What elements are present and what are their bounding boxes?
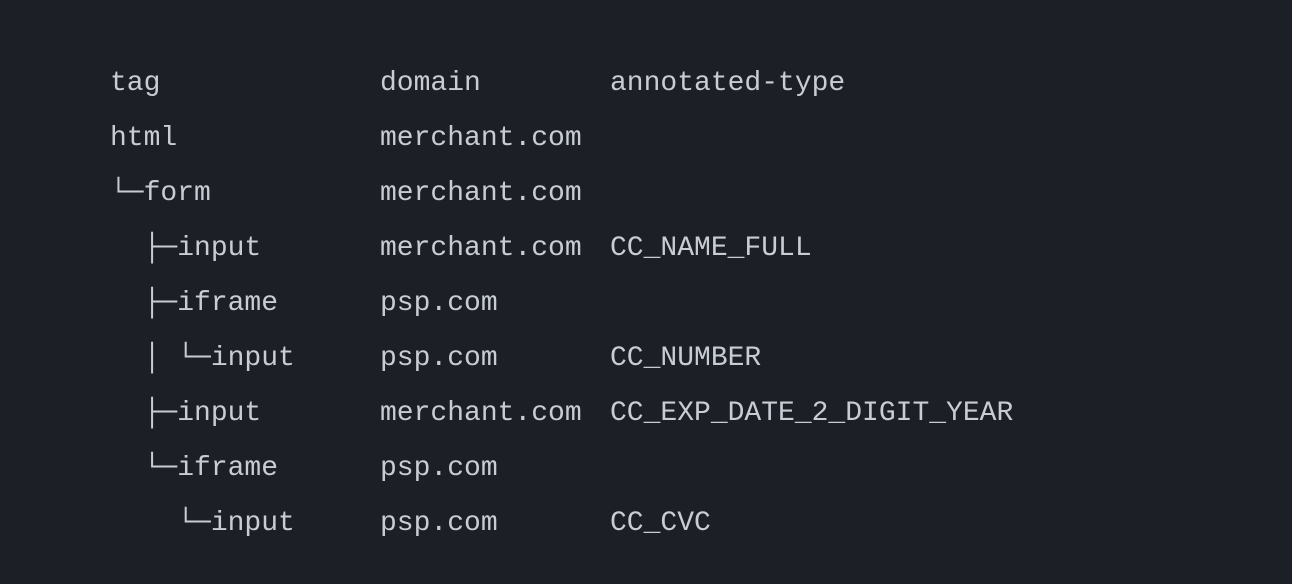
tag-label: input [211, 510, 295, 538]
tree-table: tag domain annotated-type html merchant.c… [110, 56, 1013, 551]
cell-tag: ├─input [110, 235, 380, 263]
cell-tag: └─form [110, 180, 380, 208]
tree-connector-icon: │ └─ [110, 345, 211, 373]
tag-label: input [177, 235, 261, 263]
cell-tag: │ └─input [110, 345, 380, 373]
tree-connector-icon: └─ [110, 180, 144, 208]
cell-annotated-type: CC_CVC [610, 510, 711, 538]
table-row: │ └─inputpsp.comCC_NUMBER [110, 331, 1013, 386]
col-header-annot: annotated-type [610, 70, 845, 98]
cell-annotated-type: CC_EXP_DATE_2_DIGIT_YEAR [610, 400, 1013, 428]
cell-domain: psp.com [380, 455, 610, 483]
table-row: ├─inputmerchant.comCC_EXP_DATE_2_DIGIT_Y… [110, 386, 1013, 441]
table-row: html merchant.com [110, 111, 1013, 166]
tree-connector-icon: └─ [110, 455, 177, 483]
tag-label: html [110, 125, 177, 153]
col-header-tag: tag [110, 70, 380, 98]
cell-domain: psp.com [380, 510, 610, 538]
cell-annotated-type: CC_NUMBER [610, 345, 761, 373]
cell-tag: └─iframe [110, 455, 380, 483]
table-row: └─iframepsp.com [110, 441, 1013, 496]
col-header-domain: domain [380, 70, 610, 98]
table-row: └─formmerchant.com [110, 166, 1013, 221]
cell-tag: ├─iframe [110, 290, 380, 318]
table-row: ├─inputmerchant.comCC_NAME_FULL [110, 221, 1013, 276]
tree-connector-icon: ├─ [110, 235, 177, 263]
cell-tag: html [110, 125, 380, 153]
table-row: ├─iframepsp.com [110, 276, 1013, 331]
tree-connector-icon: └─ [110, 510, 211, 538]
table-row: └─inputpsp.comCC_CVC [110, 496, 1013, 551]
header-row: tag domain annotated-type [110, 56, 1013, 111]
tag-label: iframe [177, 290, 278, 318]
cell-domain: merchant.com [380, 400, 610, 428]
cell-tag: ├─input [110, 400, 380, 428]
cell-tag: └─input [110, 510, 380, 538]
cell-domain: merchant.com [380, 180, 610, 208]
cell-domain: psp.com [380, 345, 610, 373]
cell-domain: psp.com [380, 290, 610, 318]
tag-label: form [144, 180, 211, 208]
cell-annotated-type: CC_NAME_FULL [610, 235, 812, 263]
tag-label: iframe [177, 455, 278, 483]
tag-label: input [211, 345, 295, 373]
tree-connector-icon: ├─ [110, 400, 177, 428]
cell-domain: merchant.com [380, 235, 610, 263]
cell-domain: merchant.com [380, 125, 610, 153]
tag-label: input [177, 400, 261, 428]
tree-connector-icon: ├─ [110, 290, 177, 318]
